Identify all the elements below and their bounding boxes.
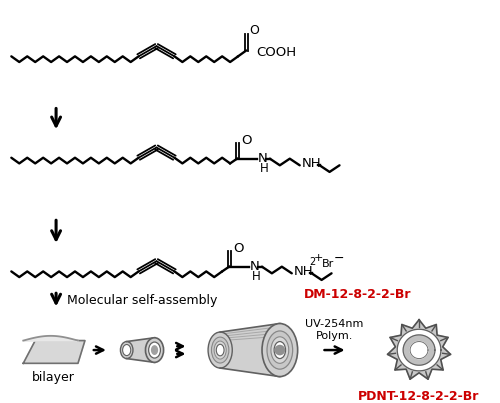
Text: PDNT-12-8-2-2-Br: PDNT-12-8-2-2-Br — [358, 390, 480, 403]
Text: −: − — [334, 251, 344, 265]
Text: NH: NH — [294, 265, 314, 278]
Text: H: H — [252, 270, 260, 283]
Polygon shape — [410, 341, 428, 359]
Ellipse shape — [216, 344, 224, 356]
Ellipse shape — [146, 338, 164, 362]
Polygon shape — [388, 320, 450, 379]
Text: Br: Br — [322, 259, 334, 269]
Ellipse shape — [148, 342, 160, 358]
Text: Molecular self-assembly: Molecular self-assembly — [67, 294, 218, 307]
Polygon shape — [397, 329, 441, 371]
Polygon shape — [24, 341, 85, 364]
Text: DM-12-8-2-2-Br: DM-12-8-2-2-Br — [304, 289, 411, 301]
Text: N: N — [258, 152, 268, 165]
Ellipse shape — [120, 341, 133, 359]
Text: O: O — [233, 242, 243, 255]
Polygon shape — [126, 338, 154, 362]
Polygon shape — [220, 324, 280, 376]
Text: 2: 2 — [310, 257, 316, 267]
Text: N: N — [250, 260, 260, 273]
Text: O: O — [241, 134, 252, 147]
Text: O: O — [249, 24, 259, 37]
Text: COOH: COOH — [256, 46, 296, 59]
Ellipse shape — [271, 337, 288, 364]
Ellipse shape — [214, 341, 226, 359]
Ellipse shape — [212, 337, 229, 363]
Ellipse shape — [208, 332, 233, 368]
Text: +: + — [314, 253, 323, 263]
Ellipse shape — [262, 324, 298, 376]
Text: H: H — [260, 162, 268, 174]
Ellipse shape — [274, 342, 285, 359]
Ellipse shape — [274, 345, 285, 355]
Ellipse shape — [267, 331, 292, 369]
Text: bilayer: bilayer — [32, 371, 74, 384]
Text: UV-254nm
Polym.: UV-254nm Polym. — [306, 319, 364, 341]
Polygon shape — [403, 335, 435, 365]
Ellipse shape — [122, 345, 131, 355]
Ellipse shape — [151, 345, 158, 355]
Text: NH: NH — [302, 157, 322, 170]
